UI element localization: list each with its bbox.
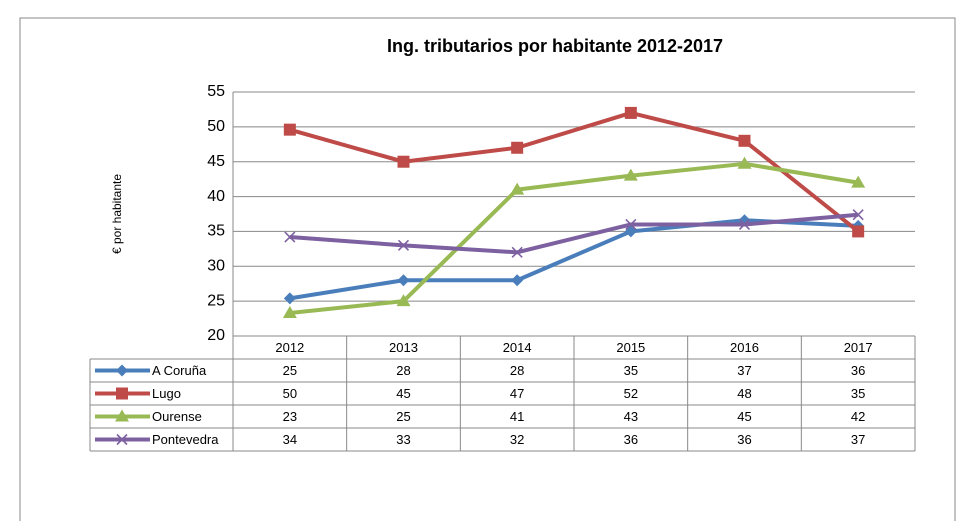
point-marker bbox=[852, 209, 864, 221]
y-tick-label: 35 bbox=[207, 223, 225, 240]
chart-title: Ing. tributarios por habitante 2012-2017 bbox=[387, 36, 723, 56]
table-cell: 37 bbox=[737, 363, 751, 378]
series-line bbox=[289, 110, 860, 233]
table-cell: 35 bbox=[851, 386, 865, 401]
table-cell: 36 bbox=[737, 432, 751, 447]
table-cell: 43 bbox=[624, 409, 638, 424]
point-marker bbox=[625, 218, 637, 231]
table-cell: 35 bbox=[624, 363, 638, 378]
table-cell: 36 bbox=[851, 363, 865, 378]
table-cell: 25 bbox=[283, 363, 297, 378]
point-marker bbox=[397, 239, 410, 251]
table-cell: 23 bbox=[283, 409, 297, 424]
table-cell: 50 bbox=[283, 386, 297, 401]
y-axis-title: € por habitante bbox=[110, 174, 124, 254]
x-tick-label: 2014 bbox=[503, 340, 532, 355]
series-line bbox=[289, 218, 859, 301]
point-marker bbox=[511, 246, 523, 258]
point-marker bbox=[624, 106, 637, 119]
table-cell: 45 bbox=[396, 386, 410, 401]
point-marker bbox=[396, 294, 411, 307]
point-marker bbox=[397, 274, 410, 287]
y-tick-label: 25 bbox=[207, 292, 225, 309]
point-marker bbox=[397, 155, 410, 168]
legend-marker bbox=[116, 387, 128, 400]
point-marker bbox=[284, 231, 296, 243]
point-marker bbox=[738, 134, 751, 147]
table-cell: 28 bbox=[396, 363, 410, 378]
table-cell: 41 bbox=[510, 409, 524, 424]
legend-marker bbox=[115, 409, 129, 422]
y-tick-label: 45 bbox=[207, 153, 225, 170]
table-cell: 34 bbox=[283, 432, 297, 447]
legend-marker bbox=[116, 364, 128, 377]
point-marker bbox=[738, 218, 751, 231]
point-marker bbox=[283, 123, 296, 136]
point-marker bbox=[283, 292, 296, 305]
table-cell: 28 bbox=[510, 363, 524, 378]
y-tick-label: 50 bbox=[207, 118, 225, 135]
table-cell: 25 bbox=[396, 409, 410, 424]
table-cell: 42 bbox=[851, 409, 865, 424]
point-marker bbox=[737, 156, 752, 169]
point-marker bbox=[510, 182, 525, 195]
x-tick-label: 2012 bbox=[275, 340, 304, 355]
table-cell: 36 bbox=[624, 432, 638, 447]
legend-marker bbox=[116, 433, 128, 446]
series-line bbox=[289, 161, 859, 315]
table-cell: 33 bbox=[396, 432, 410, 447]
table-cell: 32 bbox=[510, 432, 524, 447]
legend-label: Pontevedra bbox=[152, 432, 219, 447]
chart-frame bbox=[19, 17, 956, 521]
point-marker bbox=[852, 225, 865, 238]
legend-label: Lugo bbox=[152, 386, 181, 401]
y-tick-label: 40 bbox=[207, 188, 225, 205]
series-line bbox=[289, 212, 859, 255]
legend-label: A Coruña bbox=[152, 363, 207, 378]
point-marker bbox=[851, 175, 866, 188]
point-marker bbox=[511, 141, 524, 154]
y-tick-label: 30 bbox=[207, 258, 225, 275]
point-marker bbox=[623, 168, 638, 181]
y-tick-label: 55 bbox=[207, 83, 225, 100]
table-cell: 48 bbox=[737, 386, 751, 401]
x-tick-label: 2015 bbox=[616, 340, 645, 355]
table-cell: 52 bbox=[624, 386, 638, 401]
x-tick-label: 2013 bbox=[389, 340, 418, 355]
y-tick-label: 20 bbox=[207, 327, 225, 344]
x-tick-label: 2017 bbox=[844, 340, 873, 355]
table-cell: 37 bbox=[851, 432, 865, 447]
table-cell: 47 bbox=[510, 386, 524, 401]
point-marker bbox=[282, 305, 297, 318]
x-tick-label: 2016 bbox=[730, 340, 759, 355]
legend-label: Ourense bbox=[152, 409, 202, 424]
point-marker bbox=[511, 274, 524, 287]
table-cell: 45 bbox=[737, 409, 751, 424]
